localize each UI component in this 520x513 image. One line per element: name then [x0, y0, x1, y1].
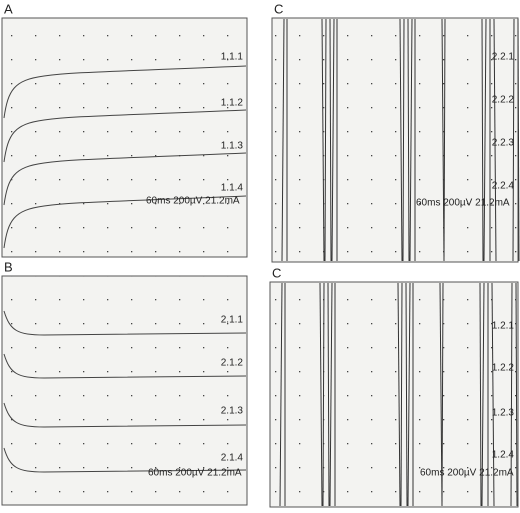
trace	[515, 282, 518, 507]
trace	[405, 282, 408, 507]
trace	[397, 282, 401, 507]
trace	[322, 282, 325, 507]
dot-grid	[272, 18, 518, 262]
trace	[329, 18, 332, 262]
trace	[407, 18, 410, 262]
trace-label: 1.2.1	[492, 321, 515, 332]
trace	[3, 353, 247, 379]
trace-label: 2.2.3	[492, 138, 515, 149]
panel: C 1.2.1 1.2.2 1.2.3 1.2.4 60ms 200µV 21.2mA	[269, 265, 519, 508]
trace-label: 2.1.1	[221, 315, 244, 326]
trace	[279, 282, 283, 507]
trace	[441, 282, 444, 507]
panel-label: A	[4, 1, 13, 16]
trace	[481, 282, 485, 507]
trace	[402, 18, 405, 262]
trace	[409, 18, 413, 262]
settings: 60ms 200µV 21.2mA	[420, 468, 514, 479]
trace	[321, 18, 325, 262]
trace-label: 1.1.4	[221, 183, 244, 194]
dot-grid	[2, 276, 247, 505]
trace-label: 1.1.1	[221, 52, 244, 63]
trace	[517, 18, 520, 262]
trace	[441, 18, 445, 262]
trace-label: 1.2.4	[492, 450, 515, 461]
dot-grid	[270, 282, 518, 507]
trace	[481, 18, 484, 262]
dot-grid	[2, 18, 247, 257]
trace-label: 1.2.3	[492, 408, 515, 419]
panel: B 2.1.1 2.1.2 2.1.3 2.1.4 60ms 200µV 21.2mA	[1, 259, 248, 506]
trace	[3, 109, 247, 163]
trace	[3, 65, 247, 119]
trace	[479, 282, 482, 507]
trace	[327, 282, 330, 507]
panel-label: B	[4, 259, 13, 274]
trace	[510, 282, 513, 507]
trace	[3, 152, 247, 206]
trace-label: 2.2.2	[492, 95, 515, 106]
trace-label: 2.2.1	[492, 52, 515, 63]
trace-label: 2.2.4	[492, 181, 515, 192]
settings: 60ms 200µV 21.2mA	[416, 198, 510, 209]
trace	[512, 18, 515, 262]
trace-label: 2.1.3	[221, 406, 244, 417]
trace	[483, 18, 487, 262]
trace	[407, 282, 411, 507]
trace	[324, 18, 327, 262]
panel: A 1.1.1 1.1.2 1.1.3 1.1.4 60ms 200µV 21.2mA	[1, 1, 248, 258]
trace	[400, 282, 403, 507]
trace	[281, 18, 285, 262]
trace	[493, 18, 497, 262]
settings: 60ms 200µV 21.2mA	[148, 468, 242, 479]
trace-label: 2.1.2	[221, 358, 244, 369]
trace-label: 2.1.4	[221, 453, 244, 464]
trace	[329, 282, 333, 507]
panel-label: C	[274, 1, 283, 16]
trace-label: 1.1.2	[221, 98, 244, 109]
trace	[439, 282, 443, 507]
trace	[399, 18, 403, 262]
trace	[443, 18, 446, 262]
trace-label: 1.1.3	[221, 141, 244, 152]
trace	[3, 195, 247, 249]
trace	[3, 447, 247, 473]
panel-label: C	[272, 265, 281, 280]
settings: 60ms 200µV 21.2mA	[146, 196, 240, 207]
panel: C 2.2.1 2.2.2 2.2.3 2.2.4 60ms 200µV 21.2mA	[271, 1, 520, 263]
trace	[3, 310, 247, 336]
trace	[331, 18, 335, 262]
trace	[319, 282, 323, 507]
trace	[491, 282, 495, 507]
trace-label: 1.2.2	[492, 363, 515, 374]
trace	[3, 402, 247, 428]
